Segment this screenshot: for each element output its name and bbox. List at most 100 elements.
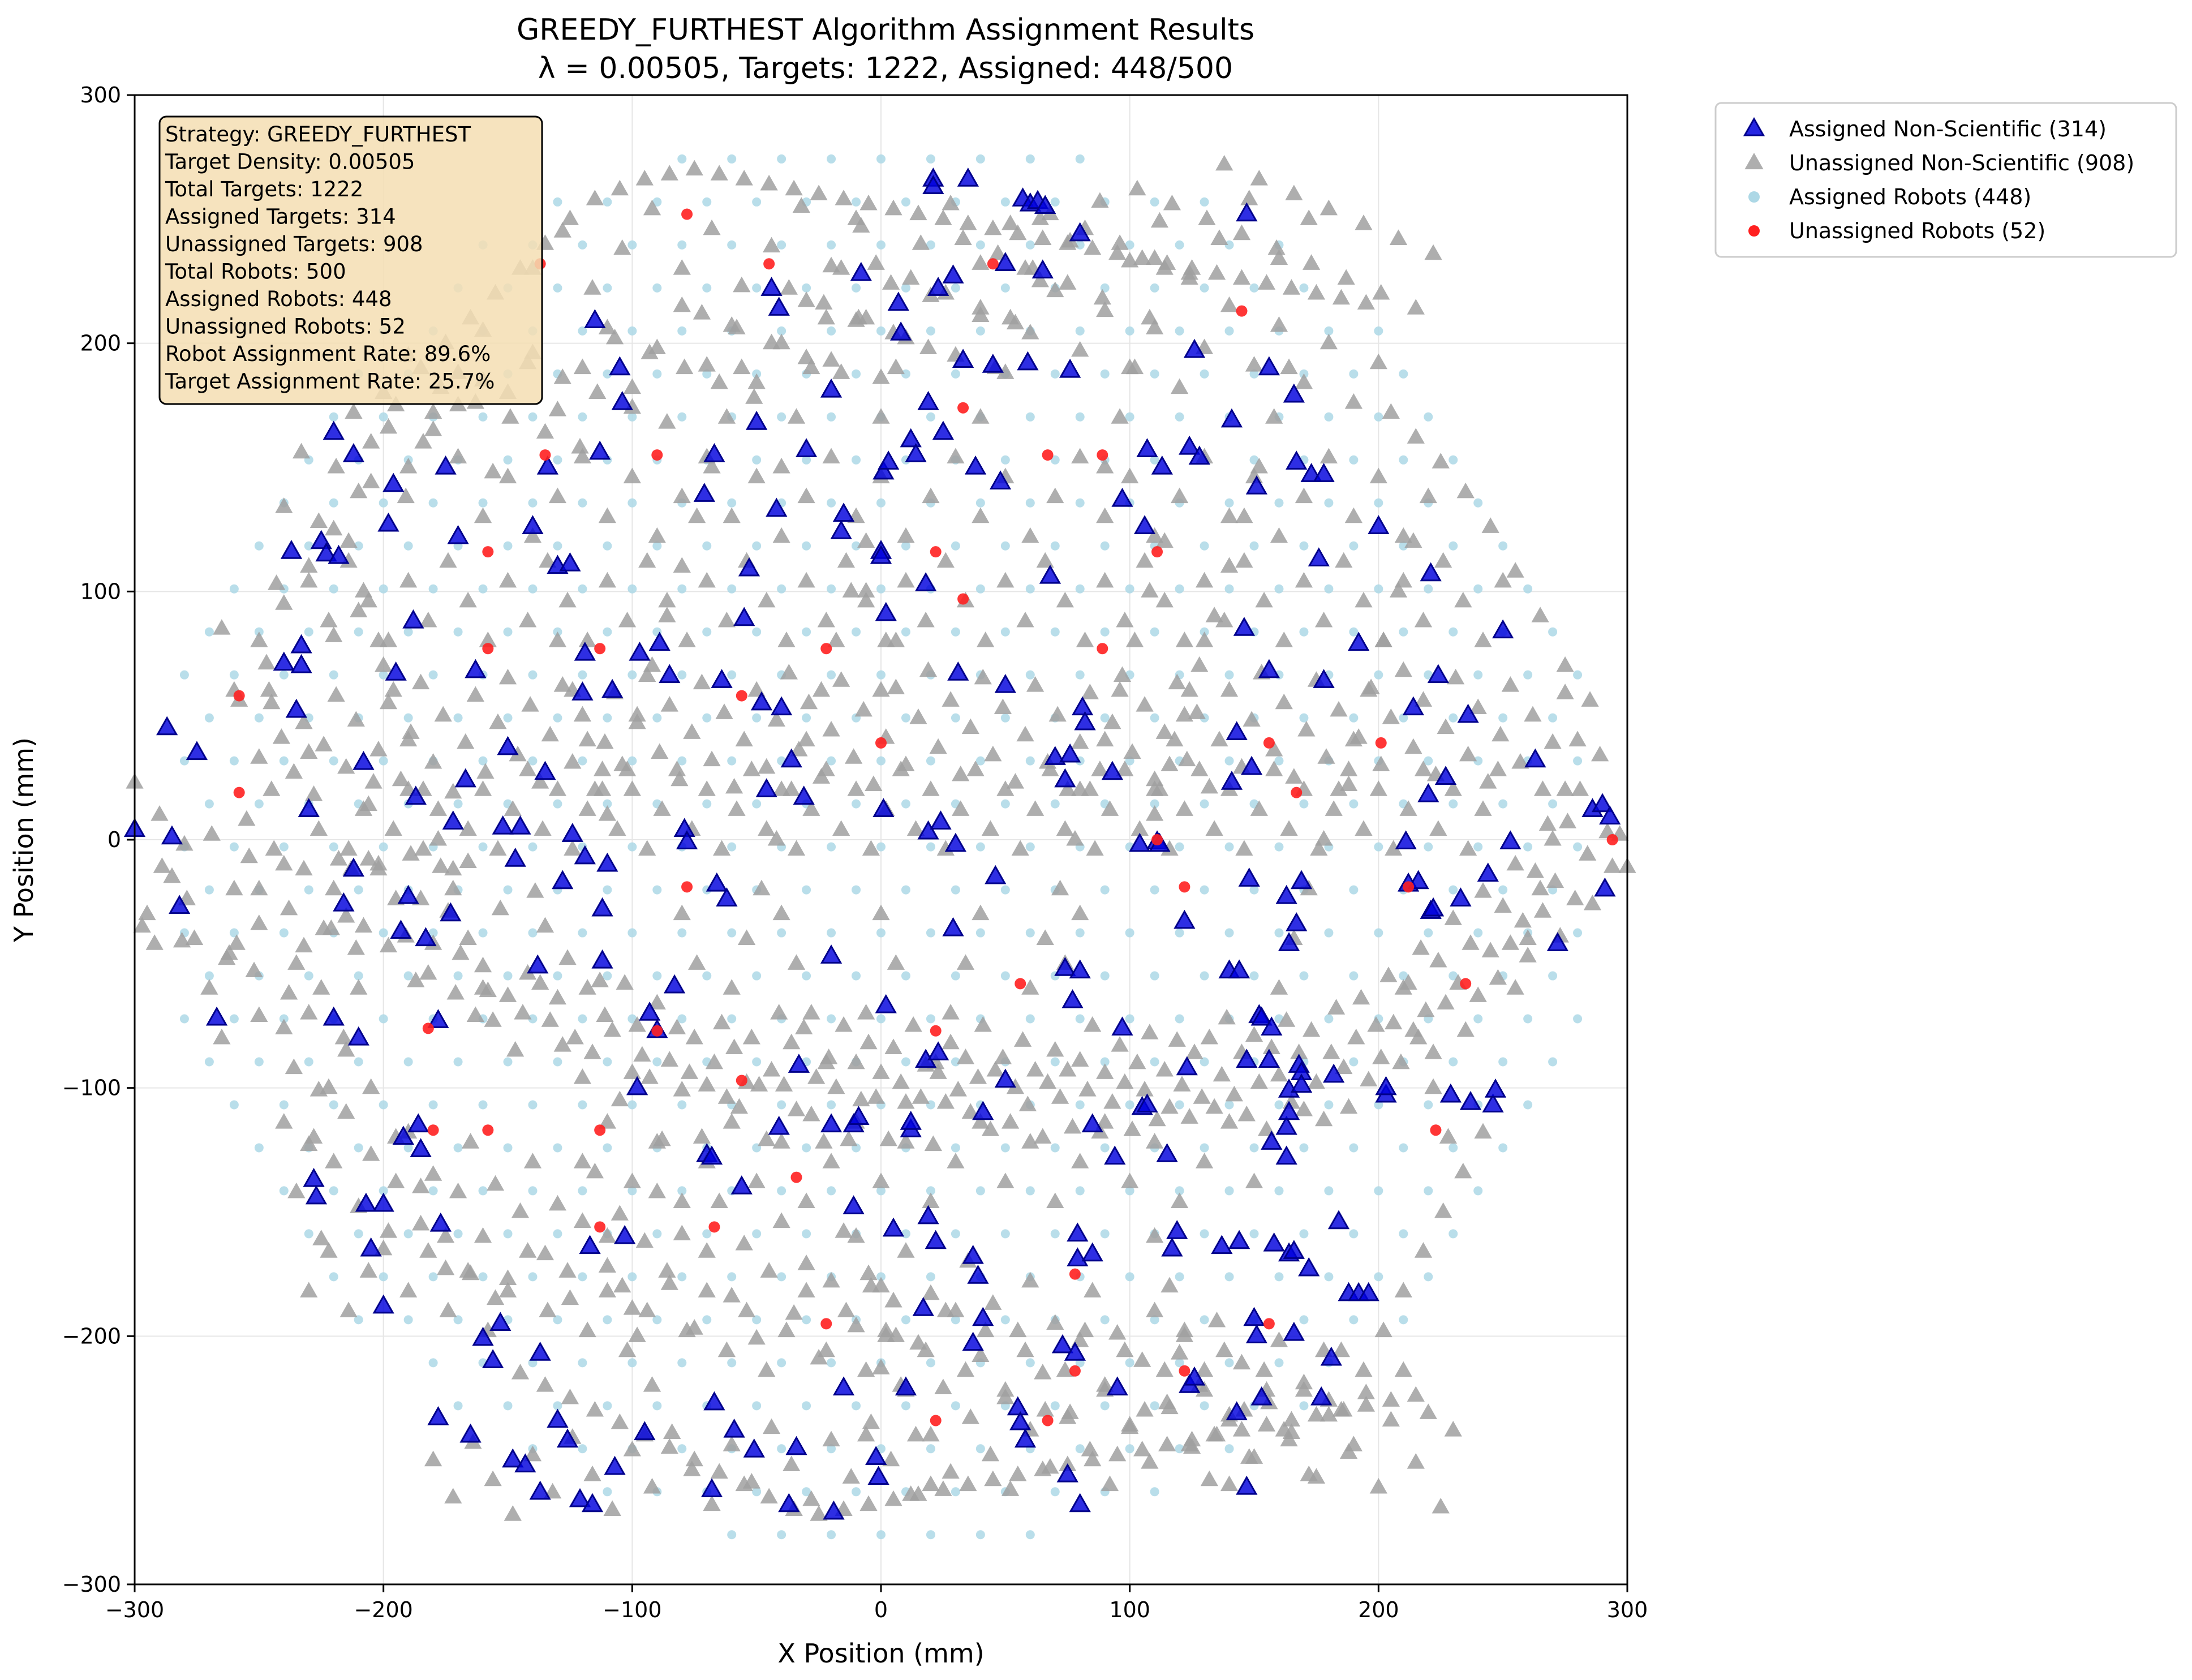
robot-point-assigned [1498,541,1508,551]
target-point-unassigned [1245,1172,1263,1188]
target-point-unassigned [1123,743,1141,759]
target-point-unassigned [476,763,495,779]
target-point-unassigned [591,972,609,987]
target-point-unassigned [337,1103,355,1119]
target-point-unassigned [275,594,293,610]
target-point-assigned [1482,1093,1504,1113]
legend-label: Assigned Robots (448) [1789,184,2031,209]
target-point-unassigned [787,1101,806,1116]
target-point-unassigned [887,1326,905,1342]
target-point-unassigned [648,994,666,1010]
target-point-unassigned [439,552,457,568]
target-point-unassigned [1581,691,1599,707]
target-point-unassigned [1063,1118,1082,1134]
target-point-unassigned [643,199,661,216]
target-point-assigned [944,832,967,852]
target-point-unassigned [1339,1443,1358,1459]
target-point-unassigned [1188,703,1206,719]
target-point-unassigned [459,591,477,608]
target-point-assigned [700,1478,723,1497]
target-point-unassigned [1059,274,1077,290]
target-point-unassigned [725,777,743,794]
target-point-assigned [663,974,686,994]
target-point-assigned [788,1054,810,1073]
robot-point-assigned [403,713,413,723]
target-point-assigned [1136,1093,1158,1113]
target-point-assigned [1183,1366,1206,1386]
target-point-assigned [659,664,681,684]
target-point-unassigned [777,1321,796,1338]
target-point-unassigned [1220,557,1239,573]
target-point-unassigned [1136,552,1154,568]
target-point-unassigned [1128,179,1146,196]
target-point-unassigned [1332,1341,1351,1357]
target-point-unassigned [225,879,243,896]
target-point-assigned [638,1002,661,1021]
robot-point-assigned [1224,1272,1234,1282]
robot-point-assigned [553,971,562,981]
target-point-unassigned [1355,214,1373,230]
robot-point-assigned [1249,1229,1259,1239]
robot-point-assigned [627,1100,637,1110]
robot-point-assigned [1424,1272,1433,1282]
target-point-unassigned [227,934,246,950]
target-point-assigned [820,1113,843,1133]
legend-label: Unassigned Robots (52) [1789,218,2045,243]
target-point-unassigned [1407,1453,1425,1469]
target-point-assigned [1308,547,1330,566]
target-point-assigned [820,378,843,398]
target-point-unassigned [783,1455,801,1471]
target-point-unassigned [827,631,845,647]
target-point-unassigned [498,467,517,484]
robot-point-assigned [777,412,786,422]
robot-point-assigned [1075,326,1085,336]
robot-point-assigned [752,1057,762,1067]
robot-point-assigned [926,326,935,336]
robot-point-assigned [1349,627,1359,637]
robot-point-assigned [951,1315,960,1325]
target-point-unassigned [449,448,467,463]
target-point-unassigned [673,487,691,504]
target-point-assigned [917,820,939,840]
target-point-unassigned [1372,1049,1390,1064]
robot-point-assigned [403,1315,413,1325]
robot-point-assigned [1150,885,1159,895]
robot-point-assigned [975,326,985,336]
robot-point-unassigned [930,1415,942,1427]
target-point-unassigned [362,1145,380,1161]
robot-point-assigned [1075,1100,1085,1110]
target-point-assigned [161,825,183,845]
target-point-unassigned [1059,234,1077,250]
robot-point-assigned [503,885,513,895]
robot-point-assigned [1249,885,1259,895]
target-point-unassigned [257,654,276,670]
target-point-unassigned [641,1068,659,1084]
target-point-unassigned [1270,979,1288,995]
robot-point-assigned [901,197,910,207]
robot-point-assigned [503,713,513,723]
target-point-unassigned [484,462,502,479]
robot-point-assigned [1573,928,1583,938]
target-point-unassigned [1332,289,1351,305]
target-point-unassigned [897,572,915,588]
target-point-unassigned [919,661,938,677]
target-point-unassigned [922,1192,940,1208]
target-point-unassigned [972,408,990,424]
target-point-unassigned [1116,1341,1134,1357]
robot-point-assigned [329,498,338,508]
robot-point-unassigned [736,690,747,702]
robot-point-assigned [1449,971,1458,981]
target-point-unassigned [1322,1043,1340,1059]
robot-point-assigned [702,283,712,293]
target-point-unassigned [350,979,368,995]
target-point-unassigned [1360,1071,1378,1087]
target-point-unassigned [1091,192,1109,208]
target-point-unassigned [725,1038,743,1055]
robot-point-assigned [827,326,836,336]
target-point-unassigned [832,671,850,687]
target-point-unassigned [783,780,801,796]
target-point-unassigned [397,487,415,504]
robot-point-assigned [478,1100,488,1110]
target-point-assigned [591,897,613,917]
target-point-assigned [1081,1242,1103,1262]
